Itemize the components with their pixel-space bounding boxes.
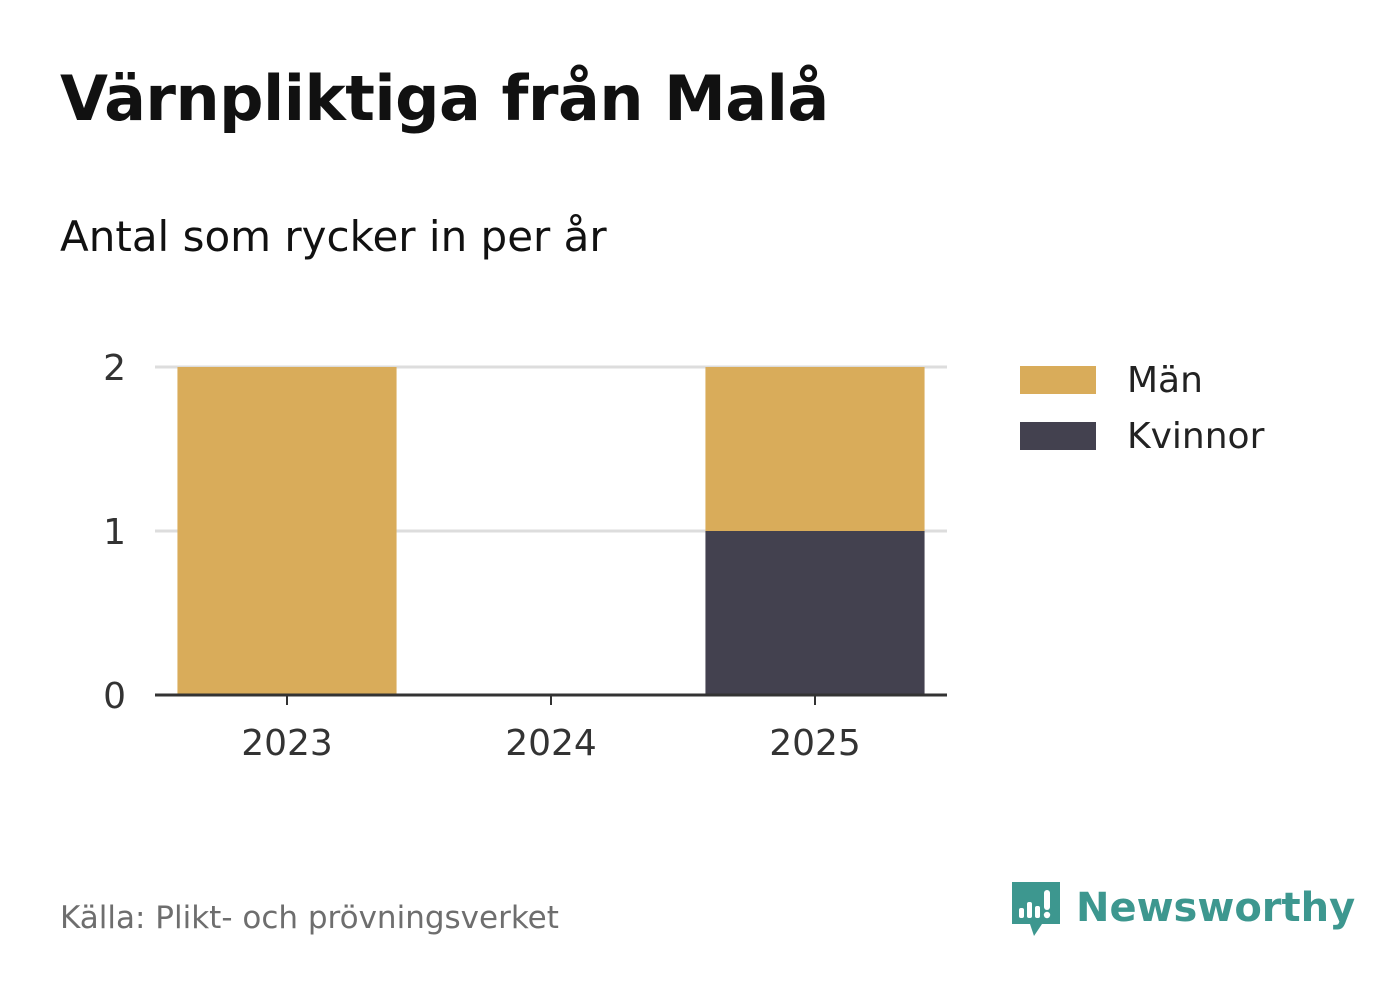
- y-tick-label: 2: [103, 348, 126, 389]
- legend-item-women: Kvinnor: [1020, 408, 1264, 464]
- bar-men: [705, 367, 925, 531]
- bar-women: [705, 531, 925, 695]
- x-tick-label: 2023: [241, 723, 333, 764]
- legend: Män Kvinnor: [1020, 352, 1264, 464]
- newsworthy-logo-icon: [1012, 882, 1060, 936]
- legend-swatch-men: [1020, 366, 1096, 394]
- brand: Newsworthy: [1010, 878, 1355, 938]
- x-tick-label: 2025: [769, 723, 861, 764]
- brand-name: Newsworthy: [1076, 885, 1356, 931]
- y-tick-label: 1: [103, 512, 126, 553]
- legend-swatch-women: [1020, 422, 1096, 450]
- y-tick-label: 0: [103, 676, 126, 717]
- legend-label-men: Män: [1127, 359, 1203, 401]
- chart-title: Värnpliktiga från Malå: [60, 62, 829, 135]
- x-tick-label: 2024: [505, 723, 597, 764]
- chart-subtitle: Antal som rycker in per år: [60, 212, 607, 261]
- bar-men: [177, 367, 397, 695]
- legend-label-women: Kvinnor: [1127, 415, 1265, 457]
- source-note: Källa: Plikt- och prövningsverket: [60, 900, 559, 936]
- legend-item-men: Män: [1020, 352, 1264, 408]
